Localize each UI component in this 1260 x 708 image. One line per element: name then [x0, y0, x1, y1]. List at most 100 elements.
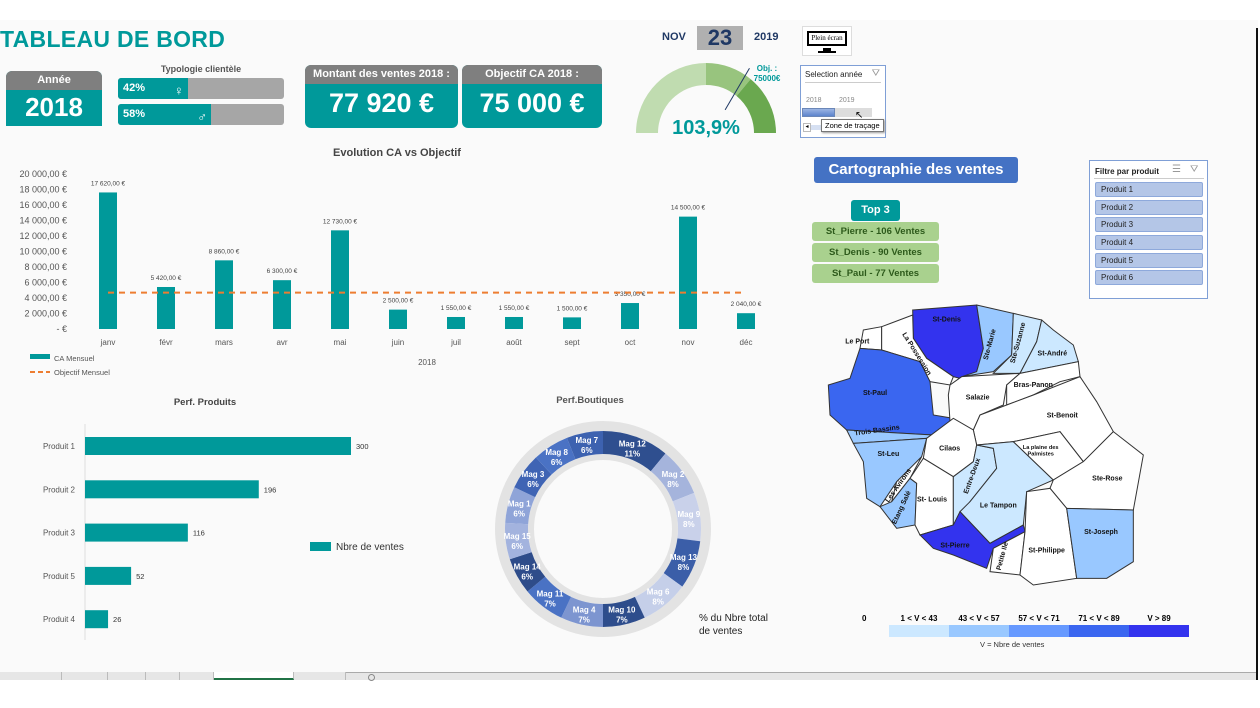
date-year: 2019 [754, 31, 779, 43]
product-filter-item[interactable]: Produit 2 [1095, 200, 1203, 215]
x-tick-label: sept [564, 338, 580, 347]
legend-label: Nbre de ventes [336, 542, 404, 553]
legend-caption: V = Nbre de ventes [980, 640, 1045, 649]
product-filter-item[interactable]: Produit 6 [1095, 270, 1203, 285]
data-label: 2 040,00 € [731, 301, 762, 308]
data-label: 196 [264, 485, 277, 494]
sheet-tab[interactable] [146, 672, 180, 680]
sheet-tab[interactable] [108, 672, 146, 680]
y-tick-label: 20 000,00 € [19, 169, 67, 179]
data-label: 116 [193, 529, 205, 538]
product-performance-chart: Perf. Produits Nbre de ventes Produit 1 3… [43, 397, 404, 640]
slice-value: 6% [581, 446, 593, 455]
product-filter-item[interactable]: Produit 3 [1095, 217, 1203, 232]
add-sheet-icon[interactable] [368, 674, 375, 681]
product-filter-item[interactable]: Produit 1 [1095, 182, 1203, 197]
typology-title: Typologie clientèle [160, 64, 242, 74]
product-filter-item[interactable]: Produit 4 [1095, 235, 1203, 250]
donut-outer-ring [495, 421, 711, 637]
timeline-track[interactable] [802, 108, 872, 117]
gauge-objective-marker [724, 67, 750, 111]
y-tick-label: 12 000,00 € [19, 231, 67, 241]
slice-value: 6% [551, 458, 563, 467]
x-tick-label: août [506, 338, 522, 347]
bar-oct [621, 303, 639, 329]
year-card-value: 2018 [25, 92, 83, 122]
commune-label: Cilaos [939, 445, 960, 452]
data-label: 6 300,00 € [267, 268, 298, 275]
map-button[interactable]: Cartographie des ventes [814, 157, 1018, 183]
slice-mag-6 [634, 573, 683, 618]
bar-juin [389, 309, 407, 329]
bar-nov [679, 216, 697, 329]
year-option-2019[interactable]: 2019 [839, 97, 855, 104]
slice-mag-12 [603, 431, 666, 472]
commune-bras-panon[interactable] [1006, 361, 1081, 406]
fullscreen-button[interactable]: Plein écran [802, 26, 852, 56]
slice-value: 6% [511, 542, 523, 551]
tooltip: Zone de traçage [821, 119, 884, 132]
bar-produit-5 [85, 566, 132, 585]
clear-filter-icon[interactable]: ⛛ [1190, 164, 1199, 175]
bar-mars [215, 260, 233, 329]
sheet-tab[interactable] [180, 672, 214, 680]
top3-item: St_Paul - 77 Ventes [812, 264, 939, 283]
top3-title: Top 3 [851, 200, 900, 221]
bar-produit-2 [85, 480, 259, 499]
bar-déc [737, 313, 755, 329]
slice-mag-4 [561, 596, 603, 627]
legend-zero: 0 [862, 614, 867, 623]
year-option-2018[interactable]: 2018 [806, 97, 822, 104]
multi-select-icon[interactable]: ☰ [1172, 164, 1181, 175]
data-label: 5 420,00 € [151, 275, 182, 282]
annotation-line: % du Nbre total [699, 613, 768, 624]
gauge-objective-value: 75000€ [754, 74, 781, 83]
legend-class-label: V > 89 [1147, 614, 1171, 623]
objective-card-value: 75 000 € [479, 88, 585, 118]
male-bar: 58% ♂ [118, 104, 284, 125]
y-tick-label: 10 000,00 € [19, 247, 67, 257]
y-tick-label: 2 000,00 € [24, 309, 67, 319]
legend-swatch [889, 625, 949, 637]
sheet-tab[interactable] [0, 672, 62, 680]
legend-label-ca: CA Mensuel [54, 354, 95, 363]
sheet-tab[interactable] [62, 672, 108, 680]
gauge-chart: 103,9% Obj. : 75000€ [636, 63, 781, 139]
female-icon: ♀ [173, 83, 184, 98]
commune-st-joseph[interactable] [1066, 507, 1134, 579]
legend-swatch [1129, 625, 1189, 637]
category-label: Produit 1 [43, 442, 76, 451]
year-card: Année 2018 [6, 71, 102, 126]
product-filter-item[interactable]: Produit 5 [1095, 253, 1203, 268]
slice-value: 11% [625, 450, 641, 459]
slice-value: 6% [513, 509, 525, 518]
commune-label: Le Port [845, 338, 870, 345]
scroll-left-button[interactable]: ◂ [803, 123, 811, 132]
slice-value: 8% [667, 480, 679, 489]
legend-class-label: 57 < V < 71 [1018, 614, 1060, 623]
data-label: 14 500,00 € [671, 205, 706, 212]
commune-label: St-André [1038, 351, 1068, 358]
top3-item: St_Denis - 90 Ventes [812, 243, 939, 262]
data-label: 8 860,00 € [209, 248, 240, 255]
y-tick-label: - € [56, 324, 67, 334]
commune-salazie[interactable] [947, 372, 1022, 431]
timeline-selection-handle[interactable] [802, 108, 835, 117]
y-tick-label: 18 000,00 € [19, 185, 67, 195]
sales-card-label: Montant des ventes 2018 : [305, 65, 458, 84]
sheet-tab[interactable] [294, 672, 346, 680]
sheet-tab-active[interactable] [214, 672, 294, 680]
data-label: 12 730,00 € [323, 218, 358, 225]
slice-label: Mag 9 [677, 510, 700, 519]
slice-value: 6% [521, 573, 533, 582]
clear-filter-icon[interactable]: ⛛ [871, 68, 880, 79]
commune-label: Le Tampon [980, 503, 1017, 510]
commune-label: St-Benoit [1047, 412, 1079, 419]
legend-class-label: 43 < V < 57 [958, 614, 1000, 623]
slice-value: 8% [683, 520, 695, 529]
slice-label: Mag 6 [647, 588, 670, 597]
legend-label-objective: Objectif Mensuel [54, 368, 110, 377]
chart-title: Perf.Boutiques [556, 395, 624, 406]
slice-mag-11 [527, 576, 572, 618]
